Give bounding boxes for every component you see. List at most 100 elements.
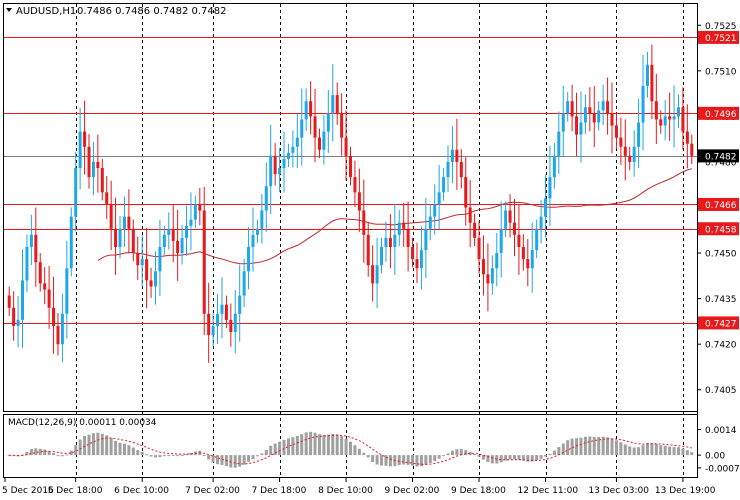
candle-body bbox=[43, 283, 47, 290]
macd-bar bbox=[663, 445, 667, 456]
candle-body bbox=[309, 101, 313, 117]
macd-bar bbox=[83, 435, 87, 456]
macd-bar bbox=[659, 445, 663, 456]
candle-body bbox=[597, 110, 601, 123]
candle-body bbox=[446, 161, 450, 178]
macd-bar bbox=[171, 454, 175, 456]
macd-bar bbox=[575, 438, 579, 456]
dropdown-arrow-icon[interactable] bbox=[6, 8, 12, 12]
macd-bar bbox=[668, 446, 672, 456]
candle-body bbox=[437, 192, 441, 205]
candle-body bbox=[344, 137, 348, 156]
candle-body bbox=[56, 325, 60, 345]
candle-body bbox=[486, 274, 490, 284]
candle-body bbox=[260, 210, 264, 229]
candle-body bbox=[552, 155, 556, 178]
candle-body bbox=[286, 152, 290, 159]
candle-body bbox=[366, 234, 370, 266]
macd-bar bbox=[614, 440, 618, 456]
price-badge bbox=[698, 30, 739, 44]
candle-body bbox=[539, 216, 543, 229]
macd-bar bbox=[260, 453, 264, 456]
candle-body bbox=[60, 313, 64, 345]
candle-body bbox=[326, 113, 330, 132]
candle-body bbox=[29, 234, 33, 247]
macd-bar bbox=[464, 450, 468, 456]
candle-body bbox=[25, 246, 29, 281]
macd-bar bbox=[357, 448, 361, 456]
candle-body bbox=[153, 271, 157, 287]
macd-bar bbox=[433, 455, 437, 461]
time-tick-label: 13 Dec 19:00 bbox=[655, 486, 716, 496]
candle-body bbox=[384, 237, 388, 247]
candle-body bbox=[7, 295, 11, 308]
macd-bar bbox=[437, 455, 441, 459]
candle-body bbox=[419, 250, 423, 269]
price-badge bbox=[698, 222, 739, 236]
candle-body bbox=[592, 113, 596, 123]
candle-body bbox=[136, 253, 140, 266]
candle-body bbox=[512, 222, 516, 235]
macd-bar bbox=[273, 443, 277, 456]
candle-body bbox=[672, 116, 676, 120]
candle-body bbox=[193, 204, 197, 220]
candle-body bbox=[566, 101, 570, 114]
macd-bar bbox=[29, 449, 33, 456]
macd-bar bbox=[122, 443, 126, 456]
macd-bar bbox=[114, 441, 118, 456]
candle-body bbox=[91, 161, 95, 178]
macd-bar bbox=[109, 437, 113, 456]
price-tick-label: 0.7405 bbox=[705, 386, 737, 396]
candle-body bbox=[521, 246, 525, 260]
macd-bar bbox=[592, 436, 596, 456]
macd-bar bbox=[202, 455, 206, 457]
macd-bar bbox=[349, 441, 352, 456]
macd-bar bbox=[282, 439, 286, 456]
macd-label: MACD(12,26,9) 0.00011 0.00034 bbox=[8, 418, 157, 428]
macd-bar bbox=[637, 447, 641, 456]
macd-bar bbox=[278, 441, 282, 456]
price-badge bbox=[698, 106, 739, 120]
macd-bar bbox=[153, 455, 157, 458]
macd-bar bbox=[446, 453, 450, 456]
macd-bar bbox=[189, 453, 193, 456]
macd-bar bbox=[397, 455, 401, 466]
candle-body bbox=[304, 101, 308, 120]
price-badge bbox=[698, 149, 739, 163]
candle-body bbox=[641, 86, 645, 123]
candle-body bbox=[74, 168, 78, 217]
candle-body bbox=[145, 259, 149, 281]
vertical-gridlines bbox=[76, 4, 684, 477]
candle-body bbox=[224, 304, 228, 320]
macd-bar bbox=[78, 439, 82, 456]
candle-body bbox=[127, 216, 131, 229]
price-tick-label: 0.7525 bbox=[705, 22, 737, 32]
macd-bar bbox=[162, 455, 166, 457]
candle-body bbox=[450, 149, 454, 162]
candle-body bbox=[335, 95, 339, 114]
price-tick-label: 0.7510 bbox=[705, 67, 737, 77]
macd-bar bbox=[428, 455, 432, 464]
macd-bar bbox=[384, 455, 388, 466]
macd-bar bbox=[459, 448, 463, 456]
macd-bar bbox=[406, 455, 410, 465]
candle-body bbox=[393, 234, 397, 247]
candle-body bbox=[171, 228, 175, 241]
macd-bar bbox=[442, 455, 446, 457]
macd-bar bbox=[158, 455, 162, 458]
macd-bar bbox=[127, 445, 131, 456]
candle-body bbox=[406, 228, 410, 247]
macd-bar bbox=[255, 455, 259, 457]
candle-body bbox=[233, 313, 237, 333]
time-tick-label: 12 Dec 11:00 bbox=[518, 486, 579, 496]
macd-bar bbox=[402, 455, 406, 465]
macd-bar bbox=[632, 447, 636, 456]
candle-body bbox=[535, 228, 539, 251]
macd-bar bbox=[335, 434, 339, 456]
macd-bar bbox=[247, 455, 251, 462]
time-tick-label: 5 Dec 18:00 bbox=[48, 486, 103, 496]
candle-body bbox=[468, 207, 472, 223]
macd-bar bbox=[521, 455, 525, 461]
candle-body bbox=[428, 216, 432, 229]
candle-body bbox=[561, 113, 565, 132]
